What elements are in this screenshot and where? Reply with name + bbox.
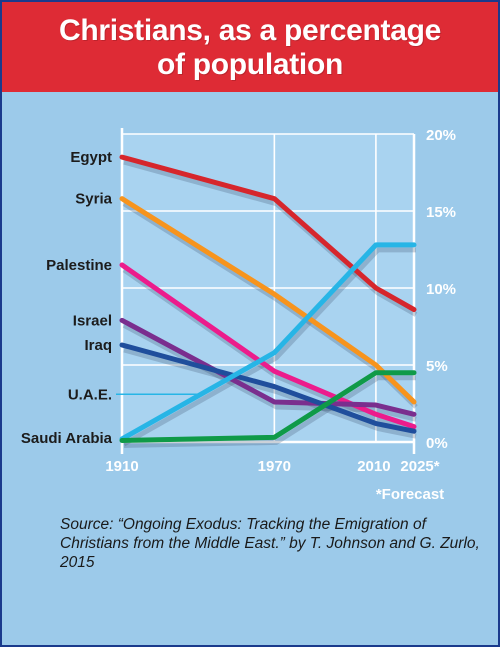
y-tick-label: 20% xyxy=(426,127,456,144)
x-tick-label: 1970 xyxy=(258,458,291,475)
series-label: Palestine xyxy=(46,257,112,274)
source-note: Source: “Ongoing Exodus: Tracking the Em… xyxy=(60,516,480,571)
series-line-egypt xyxy=(119,154,417,313)
series-label: Saudi Arabia xyxy=(21,430,113,447)
title-banner: Christians, as a percentage of populatio… xyxy=(2,2,498,92)
series-lines xyxy=(119,154,417,443)
y-axis-ticks: 0% 5% 10% 15% 20% xyxy=(426,127,456,452)
forecast-note: *Forecast xyxy=(376,486,444,503)
series-label: Egypt xyxy=(70,149,112,166)
series-line-saudi-arabia xyxy=(119,370,417,443)
series-labels: Egypt Syria Palestine Israel Iraq U.A.E. Saudi… xyxy=(21,149,202,447)
y-tick-label: 5% xyxy=(426,358,448,375)
x-tick-label: 2025* xyxy=(400,458,439,475)
y-tick-label: 15% xyxy=(426,204,456,221)
y-tick-label: 0% xyxy=(426,435,448,452)
x-tick-label: 2010 xyxy=(357,458,390,475)
series-label: Iraq xyxy=(84,337,112,354)
series-label: Syria xyxy=(75,191,112,208)
series-line-u-a-e xyxy=(119,242,417,442)
series-line-palestine xyxy=(119,262,417,430)
series-label: Israel xyxy=(73,312,112,329)
series-line-syria xyxy=(119,196,417,405)
chart-title: Christians, as a percentage of populatio… xyxy=(58,14,442,81)
series-shadow xyxy=(122,247,416,447)
series-shadow xyxy=(123,347,417,439)
series-shadow xyxy=(123,375,416,448)
x-tick-label: 1910 xyxy=(105,458,138,475)
x-axis-ticks: 1910 1970 2010 2025* xyxy=(105,458,439,475)
y-tick-label: 10% xyxy=(426,281,456,298)
series-label: U.A.E. xyxy=(68,386,112,403)
